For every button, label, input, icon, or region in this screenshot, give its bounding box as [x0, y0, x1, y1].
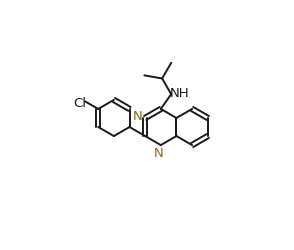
Text: N: N — [133, 110, 143, 123]
Text: NH: NH — [170, 86, 189, 99]
Text: Cl: Cl — [73, 97, 86, 110]
Text: N: N — [154, 146, 164, 159]
